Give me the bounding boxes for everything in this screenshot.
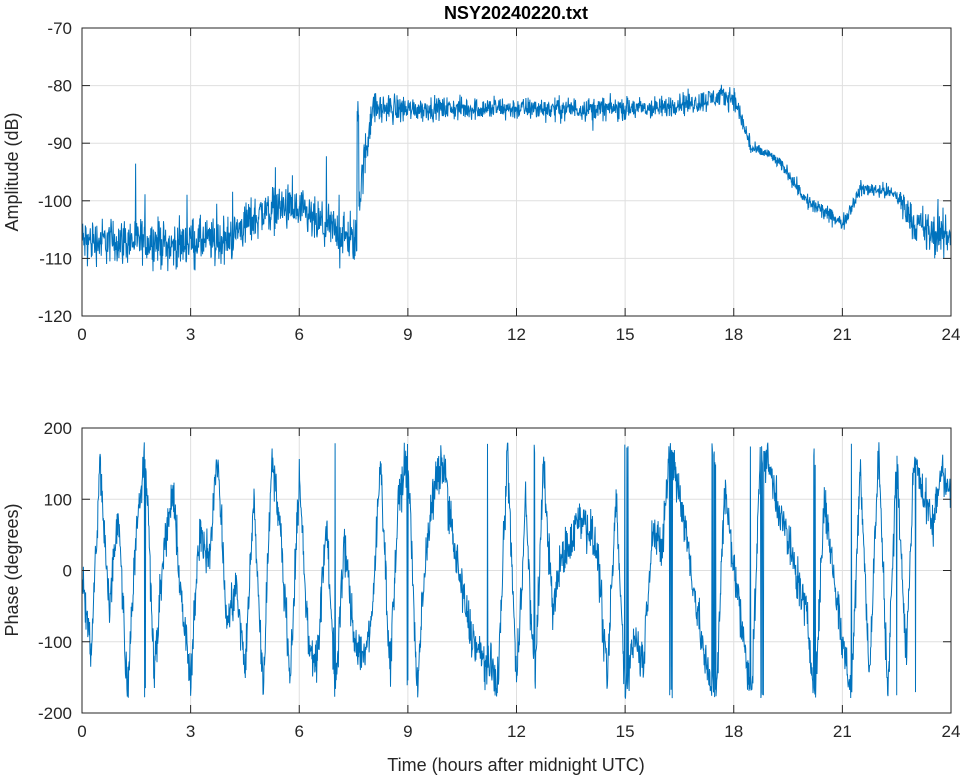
phase-axes: 0 3 6 9 12 15 18 21 24 200 100 0 -100 -200 <box>38 419 960 741</box>
x-tick-label: 9 <box>403 722 412 741</box>
amplitude-series-line <box>81 84 952 272</box>
x-tick-label: 0 <box>77 325 86 344</box>
amplitude-ylabel: Amplitude (dB) <box>2 112 22 231</box>
y-tick-label: -90 <box>47 134 72 153</box>
phase-series-line <box>81 442 952 699</box>
amplitude-axes: 0 3 6 9 12 15 18 21 24 -70 -80 -90 -100 -110 -120 <box>38 19 960 344</box>
y-tick-label: -200 <box>38 704 72 723</box>
y-tick-label: -70 <box>47 19 72 38</box>
x-tick-label: 3 <box>186 722 195 741</box>
chart-title: NSY20240220.txt <box>444 3 588 23</box>
y-tick-label: -100 <box>38 633 72 652</box>
x-tick-label: 6 <box>295 722 304 741</box>
phase-xlabel: Time (hours after midnight UTC) <box>387 755 644 775</box>
x-tick-label: 21 <box>833 722 852 741</box>
y-tick-label: 200 <box>44 419 72 438</box>
y-tick-label: -110 <box>39 249 72 268</box>
x-tick-label: 15 <box>616 325 635 344</box>
y-tick-label: -100 <box>38 192 72 211</box>
x-tick-label: 6 <box>295 325 304 344</box>
x-tick-label: 15 <box>616 722 635 741</box>
x-tick-label: 24 <box>942 722 961 741</box>
y-tick-label: 0 <box>63 562 72 581</box>
x-tick-label: 24 <box>942 325 961 344</box>
y-tick-label: -80 <box>47 77 72 96</box>
x-tick-label: 18 <box>724 325 743 344</box>
x-tick-label: 9 <box>403 325 412 344</box>
phase-ylabel: Phase (degrees) <box>2 503 22 636</box>
x-tick-label: 3 <box>186 325 195 344</box>
y-tick-label: -120 <box>38 307 72 326</box>
x-tick-label: 12 <box>507 325 526 344</box>
x-tick-label: 18 <box>724 722 743 741</box>
x-tick-label: 21 <box>833 325 852 344</box>
y-tick-label: 100 <box>44 490 72 509</box>
x-tick-label: 0 <box>77 722 86 741</box>
x-tick-label: 12 <box>507 722 526 741</box>
